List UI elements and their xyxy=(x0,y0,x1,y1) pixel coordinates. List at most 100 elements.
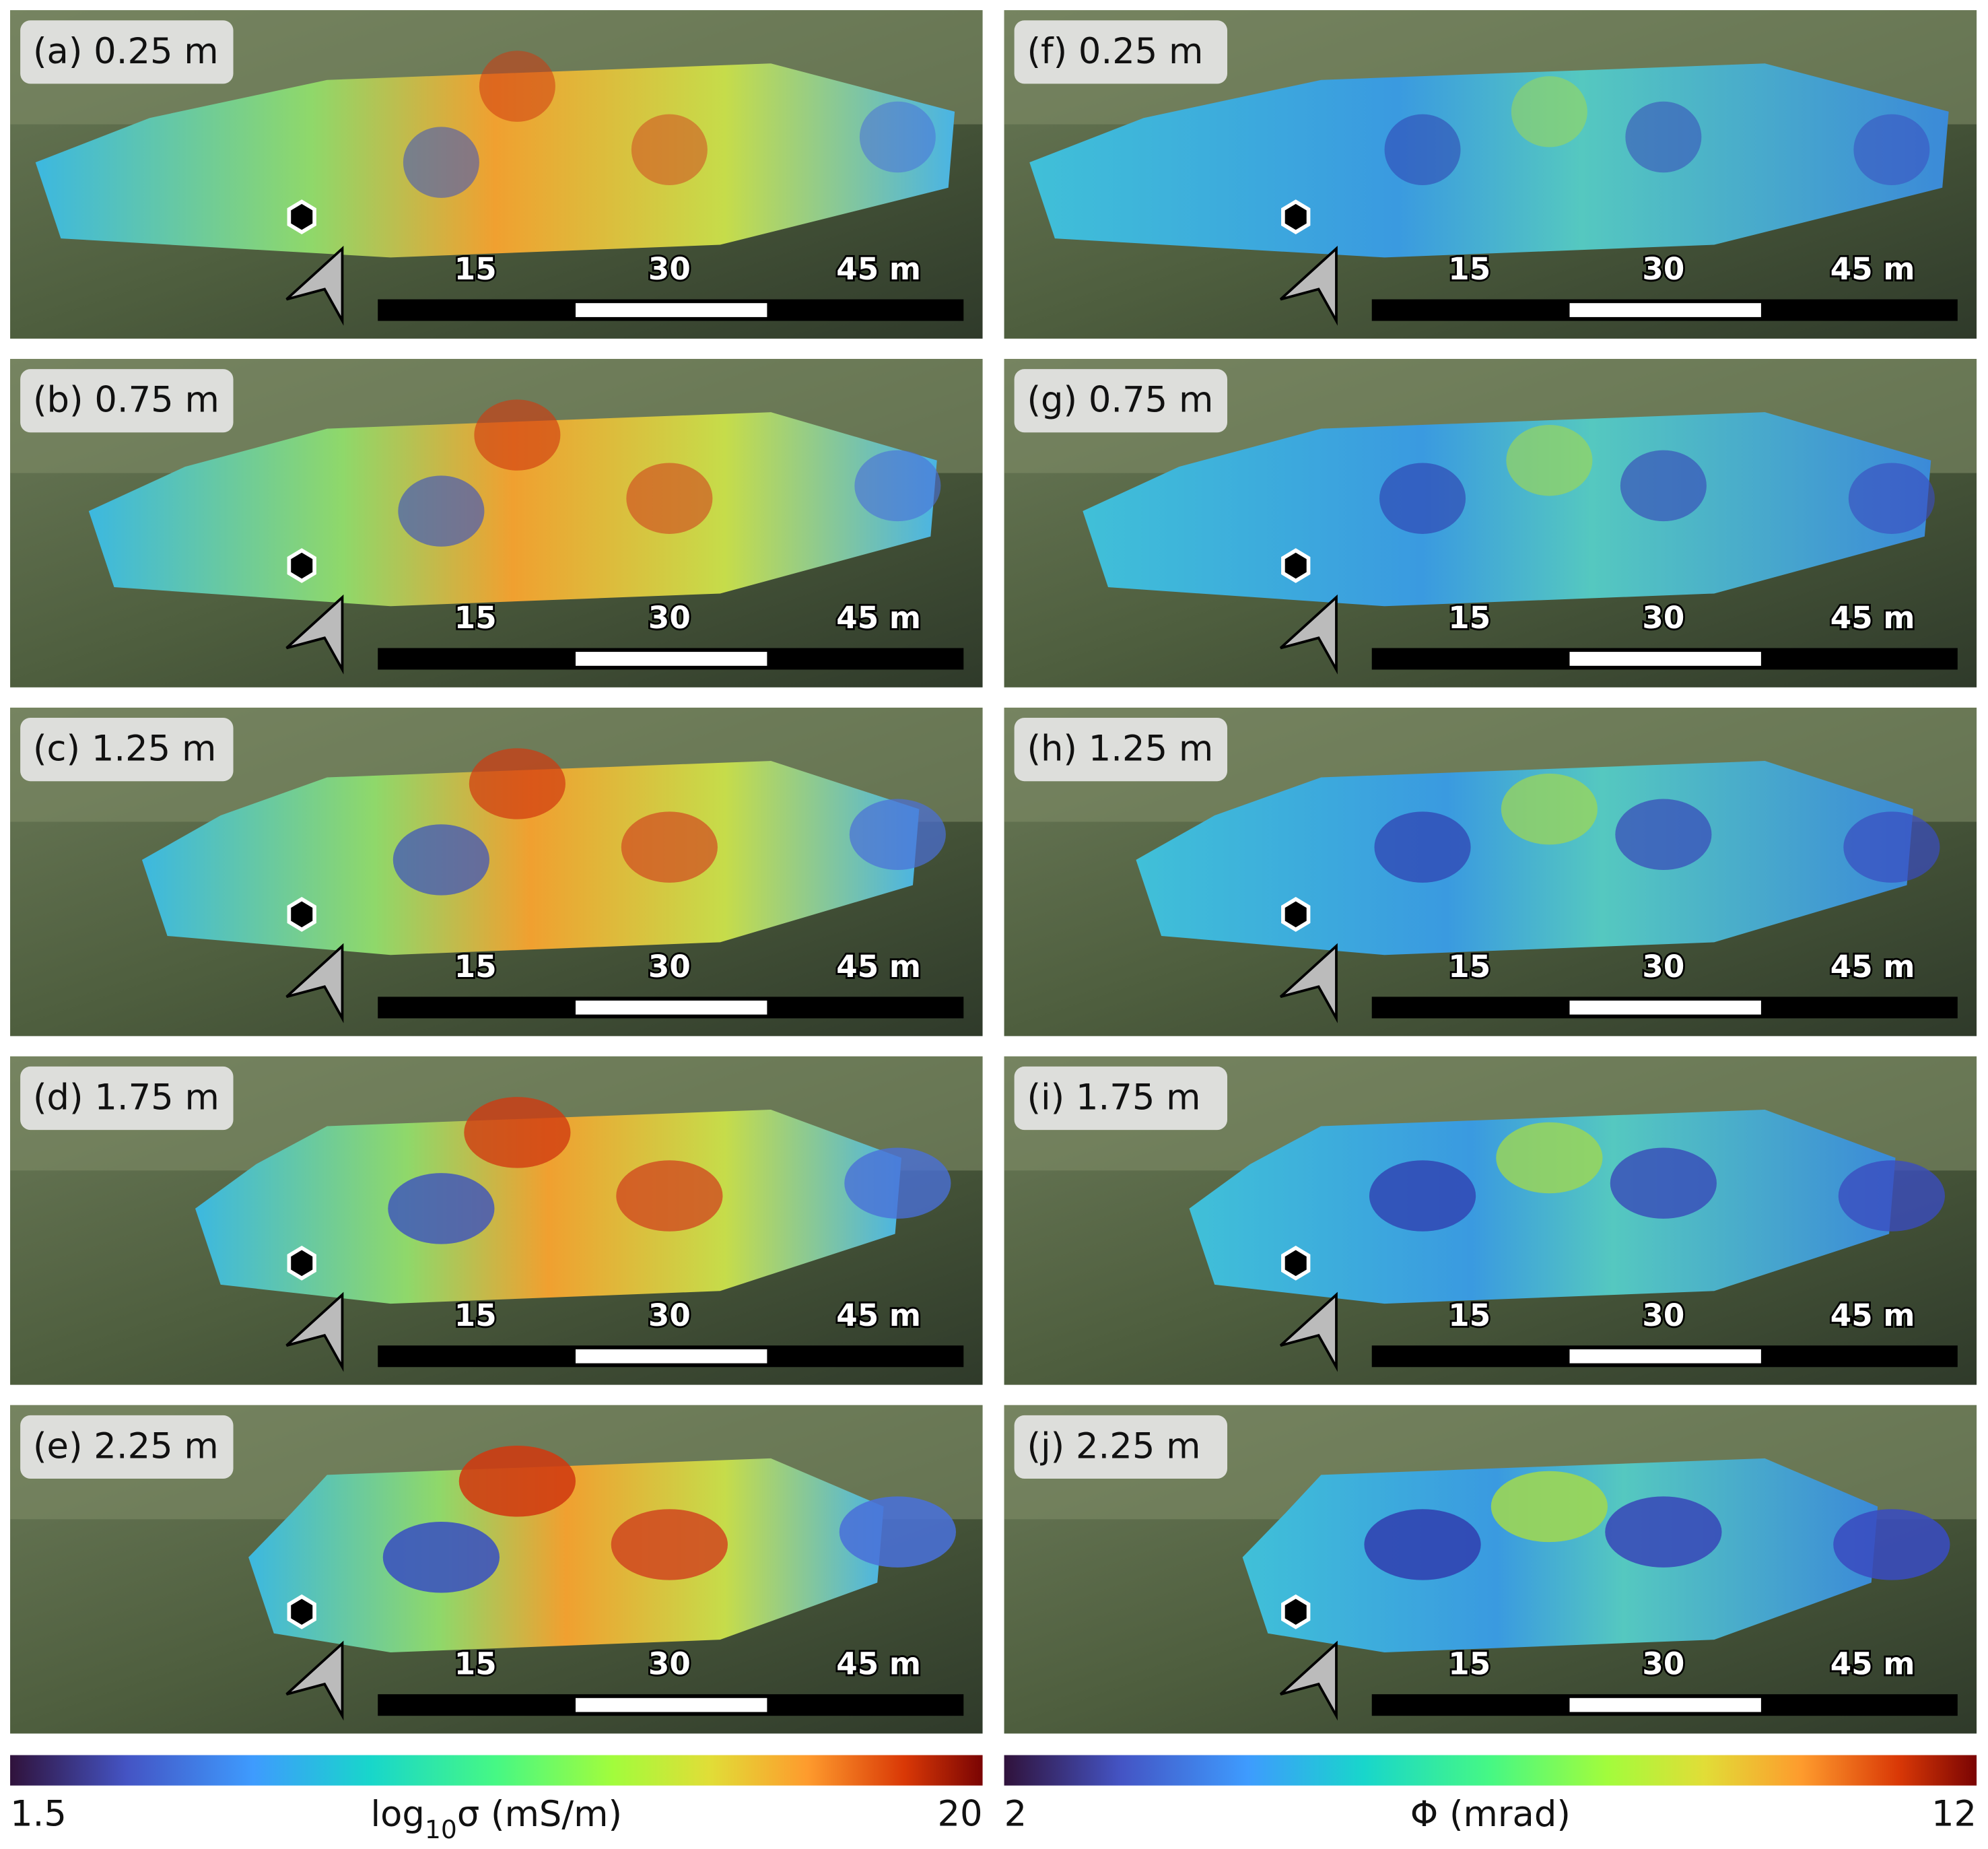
scale-label: 30 xyxy=(1642,600,1684,636)
scale-label: 30 xyxy=(1642,1646,1684,1682)
panel-label: (j) 2.25 m xyxy=(1027,1425,1200,1467)
anomaly xyxy=(616,1160,723,1232)
scale-bar-segment xyxy=(1569,652,1761,666)
anomaly xyxy=(479,51,555,122)
scale-label: 15 xyxy=(454,600,497,636)
label-box xyxy=(1014,1415,1228,1479)
survey-area xyxy=(141,761,920,955)
anomaly xyxy=(1490,1471,1608,1543)
anomaly xyxy=(1506,424,1593,496)
scale-label: 45 m xyxy=(1830,949,1915,984)
anomaly xyxy=(1625,101,1702,173)
scale-label: 15 xyxy=(1448,600,1490,636)
panel-label: (b) 0.75 m xyxy=(33,380,219,421)
colorbar-max: 20 xyxy=(937,1794,982,1835)
scale-label: 45 m xyxy=(836,1298,921,1333)
scale-label: 30 xyxy=(648,600,691,636)
label-box xyxy=(20,1066,234,1131)
scale-label: 45 m xyxy=(836,600,921,636)
anomaly xyxy=(388,1173,495,1244)
colorbar-min: 1.5 xyxy=(10,1794,67,1835)
map-panel: (g) 0.75 m 15 30 45 m xyxy=(1004,359,1977,687)
scale-label: 45 m xyxy=(836,949,921,984)
anomaly xyxy=(1853,114,1930,186)
anomaly xyxy=(844,1147,951,1219)
scale-label: 30 xyxy=(648,949,691,984)
panel-label: (i) 1.75 m xyxy=(1027,1077,1200,1118)
marker xyxy=(287,1594,316,1629)
scale-label: 30 xyxy=(1642,1298,1684,1333)
map-panel: (b) 0.75 m 15 30 45 m xyxy=(10,359,983,687)
scale-label: 30 xyxy=(648,251,691,287)
anomaly xyxy=(854,450,941,522)
scale-label: 30 xyxy=(648,1298,691,1333)
anomaly xyxy=(1848,463,1935,534)
marker xyxy=(1281,897,1311,932)
marker xyxy=(287,199,316,235)
map-panel: (c) 1.25 m 15 30 45 m xyxy=(10,707,983,1036)
colorbar-label-part: Φ (mrad) xyxy=(1410,1794,1571,1835)
panel-label: (f) 0.25 m xyxy=(1027,31,1203,72)
colorbar-min: 2 xyxy=(1004,1794,1027,1835)
scale-label: 45 m xyxy=(1830,251,1915,287)
marker xyxy=(1281,1594,1311,1629)
scale-bar-segment xyxy=(1569,1000,1761,1015)
anomaly xyxy=(631,114,708,186)
panel-label: (d) 1.75 m xyxy=(33,1077,219,1118)
north-arrow xyxy=(285,1291,344,1372)
scale-bar-segment xyxy=(576,303,767,317)
scale-label: 30 xyxy=(1642,251,1684,287)
north-arrow xyxy=(1279,245,1338,326)
marker xyxy=(1281,1245,1311,1281)
panel-label: (g) 0.75 m xyxy=(1027,380,1213,421)
scale-label: 45 m xyxy=(836,251,921,287)
marker xyxy=(287,1245,316,1281)
anomaly xyxy=(469,748,565,819)
map-panel: (d) 1.75 m 15 30 45 m xyxy=(10,1056,983,1385)
anomaly xyxy=(1364,1509,1481,1580)
scale-label: 15 xyxy=(454,949,497,984)
map-panel: (j) 2.25 m 15 30 45 m xyxy=(1004,1405,1977,1734)
scale-bar-segment xyxy=(1569,1697,1761,1712)
anomaly xyxy=(1838,1160,1945,1232)
anomaly xyxy=(621,811,718,883)
colorbar-label: log10σ (mS/m) xyxy=(371,1794,623,1844)
scale-label: 15 xyxy=(1448,949,1490,984)
north-arrow xyxy=(285,245,344,326)
colorbar xyxy=(1004,1755,1977,1786)
scale-label: 30 xyxy=(648,1646,691,1682)
scale-label: 15 xyxy=(1448,1298,1490,1333)
survey-area xyxy=(248,1458,884,1653)
panel-label: (e) 2.25 m xyxy=(33,1425,219,1467)
survey-area xyxy=(1136,761,1913,955)
scale-bar-segment xyxy=(576,1697,767,1712)
label-box xyxy=(1014,1066,1228,1131)
scale-bar-segment xyxy=(1569,1349,1761,1364)
label-box xyxy=(20,20,234,84)
scale-label: 45 m xyxy=(1830,600,1915,636)
panel-label: (a) 0.25 m xyxy=(33,31,219,72)
survey-area xyxy=(1242,1458,1878,1653)
anomaly xyxy=(1369,1160,1476,1232)
scale-label: 45 m xyxy=(1830,1298,1915,1333)
survey-area xyxy=(35,63,955,258)
north-arrow xyxy=(285,1640,344,1721)
label-box xyxy=(1014,718,1228,782)
anomaly xyxy=(1615,799,1712,871)
survey-area xyxy=(195,1109,902,1304)
north-arrow xyxy=(285,943,344,1023)
anomaly xyxy=(1496,1122,1603,1194)
marker xyxy=(287,897,316,932)
north-arrow xyxy=(285,594,344,675)
anomaly xyxy=(626,463,713,534)
anomaly xyxy=(464,1097,571,1168)
label-box xyxy=(20,1415,234,1479)
north-arrow xyxy=(1279,1291,1338,1372)
map-panel: (i) 1.75 m 15 30 45 m xyxy=(1004,1056,1977,1385)
anomaly xyxy=(1379,463,1466,534)
survey-area xyxy=(1189,1109,1896,1304)
scale-bar-segment xyxy=(576,652,767,666)
anomaly xyxy=(1501,773,1598,845)
north-arrow xyxy=(1279,594,1338,675)
